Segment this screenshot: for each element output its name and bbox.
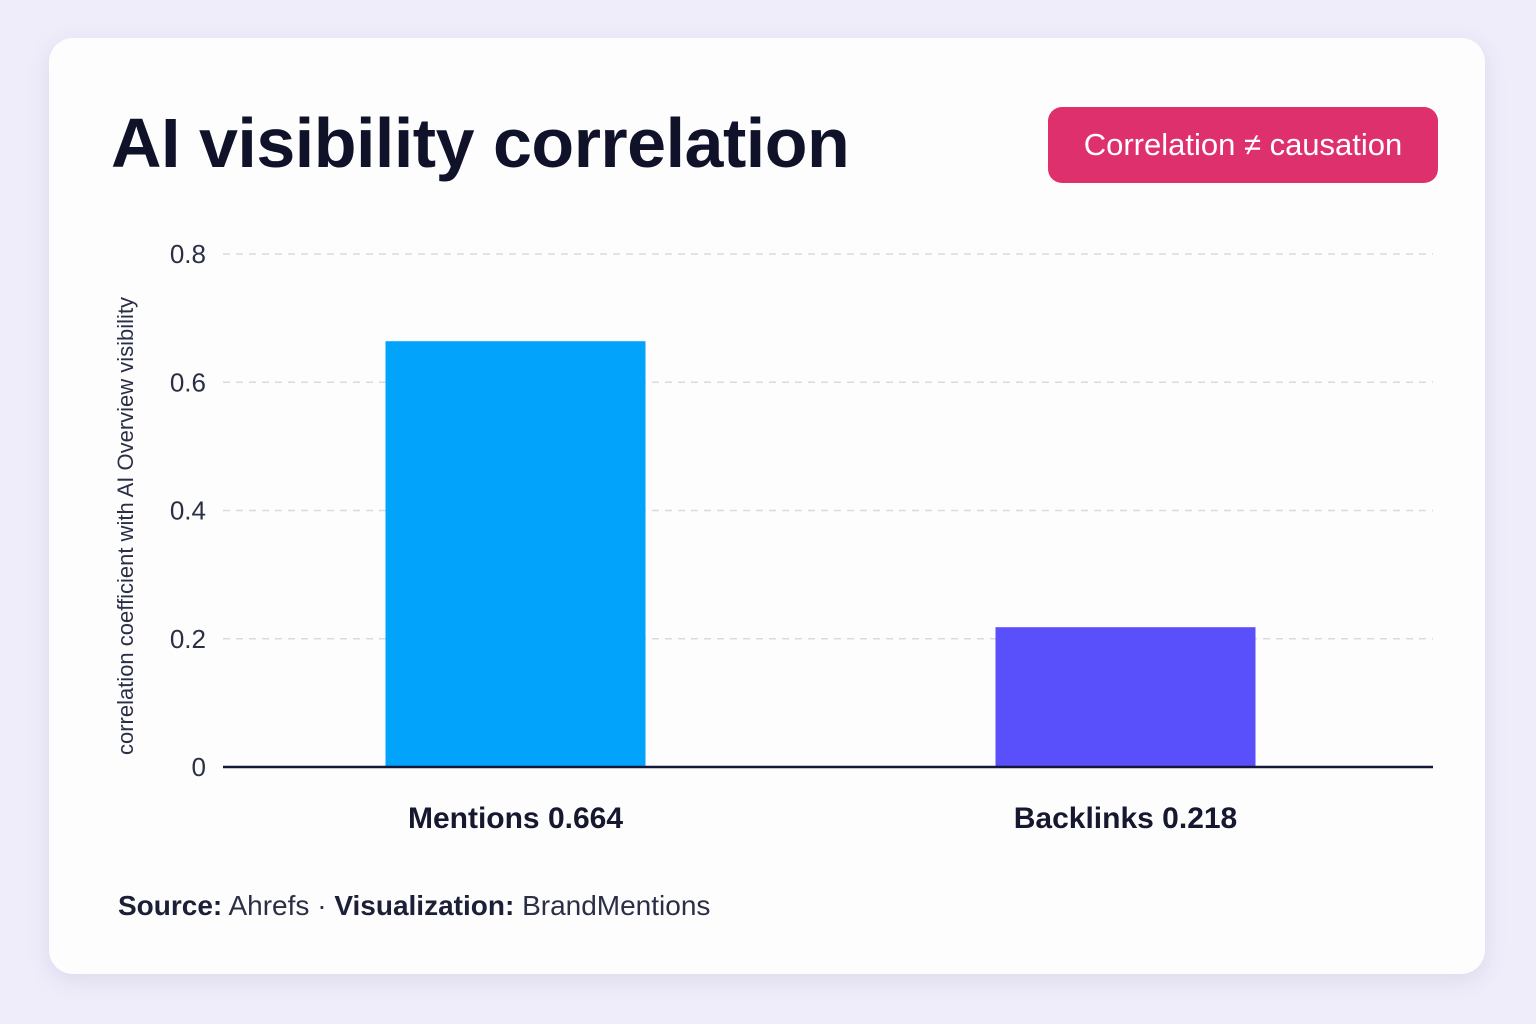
bars [385, 341, 1256, 767]
y-tick-label: 0.8 [170, 239, 206, 269]
labels: 0 0.2 0.4 0.6 0.8 Mentions 0.664 Backlinks 0.2… [113, 239, 1237, 835]
source-label: Source: [118, 890, 223, 921]
y-tick-label: 0.4 [170, 496, 206, 526]
causation-badge: Correlation ≠ causation [1048, 107, 1438, 183]
bar-backlinks [995, 627, 1256, 767]
page-title: AI visibility correlation [111, 104, 850, 182]
category-label: Backlinks 0.218 [1014, 802, 1238, 835]
source-separator: · [317, 890, 327, 921]
category-label: Mentions 0.664 [408, 802, 623, 835]
bar-mentions [385, 341, 646, 767]
visualization-label: Visualization: [334, 890, 515, 921]
source-value: Ahrefs [228, 890, 310, 921]
source-note: Source: Ahrefs · Visualization: BrandMen… [118, 890, 710, 922]
chart-card: AI visibility correlation Correlation ≠ … [49, 38, 1485, 974]
y-tick-label: 0 [192, 752, 206, 782]
y-tick-label: 0.6 [170, 367, 206, 397]
y-tick-label: 0.2 [170, 624, 206, 654]
y-axis-title: correlation coefficient with AI Overview… [113, 297, 138, 755]
bar-chart: 0 0.2 0.4 0.6 0.8 Mentions 0.664 Backlinks 0.2… [113, 239, 1433, 835]
visualization-value: BrandMentions [522, 890, 711, 921]
